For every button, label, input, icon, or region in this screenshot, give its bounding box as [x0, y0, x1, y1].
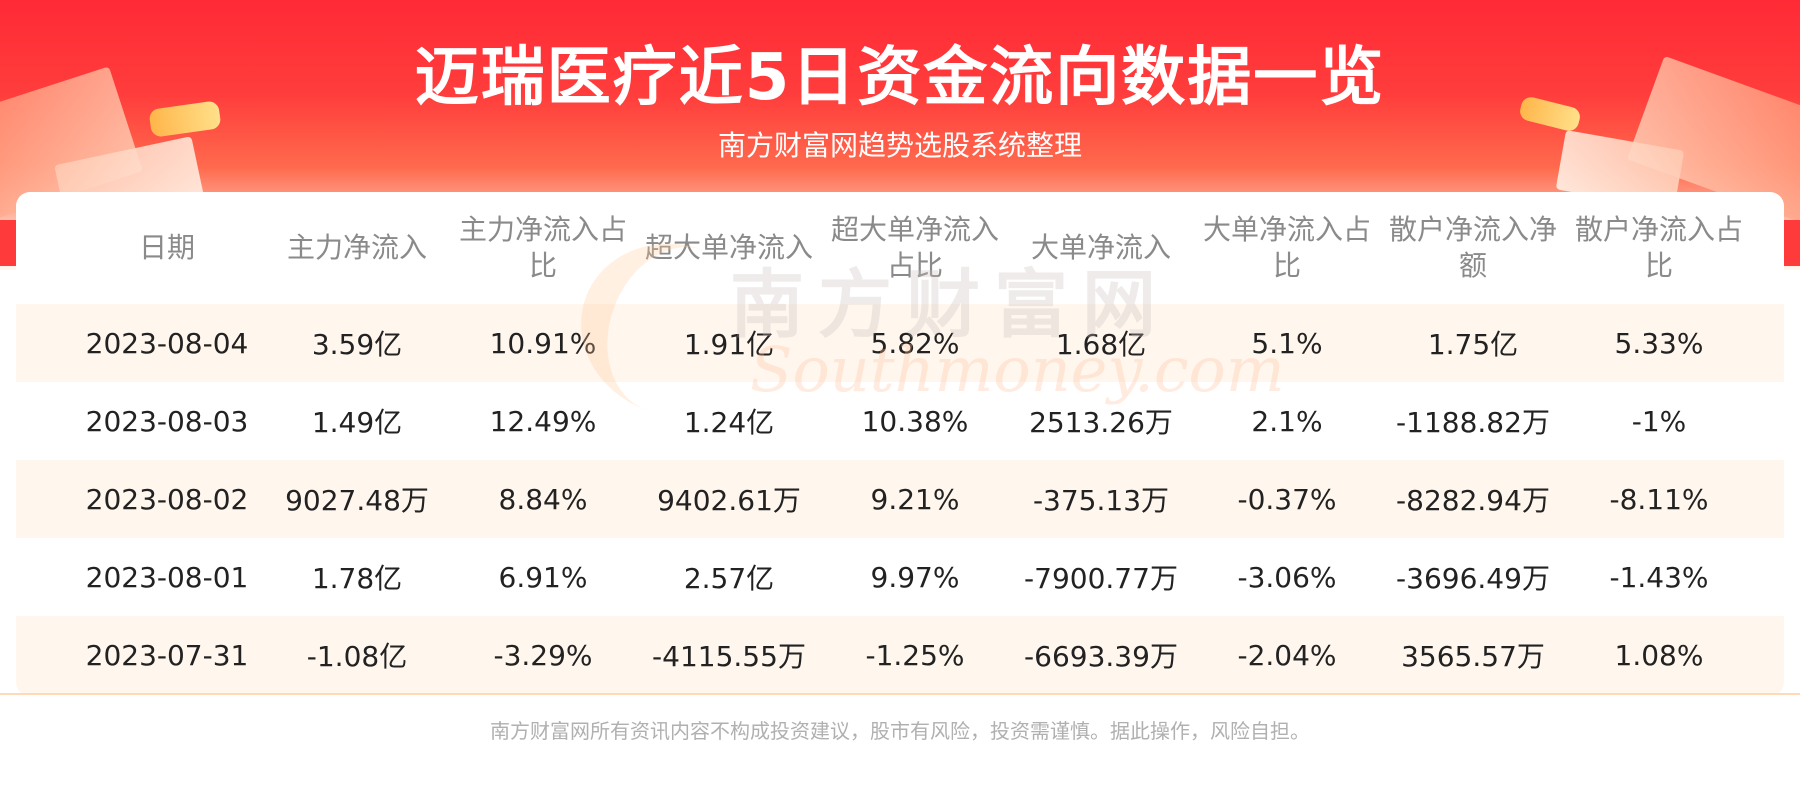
table-row: 2023-08-01 1.78亿 6.91% 2.57亿 9.97% -7900…	[16, 538, 1784, 616]
table-cell: 3565.57万	[1401, 640, 1545, 673]
table-cell: 8.84%	[498, 482, 588, 516]
table-cell: 10.38%	[861, 404, 969, 438]
column-header: 大单净流入	[1030, 231, 1171, 264]
column-header: 日期	[138, 231, 195, 264]
column-header: 超大单净流入	[644, 231, 813, 264]
table-row: 2023-08-03 1.49亿 12.49% 1.24亿 10.38% 251…	[16, 382, 1784, 460]
table-cell: 9027.48万	[285, 484, 429, 517]
page-title: 迈瑞医疗近5日资金流向数据一览	[414, 41, 1386, 115]
table-row: 2023-07-31 -1.08亿 -3.29% -4115.55万 -1.25…	[16, 616, 1784, 694]
table-cell: 6.91%	[498, 560, 588, 594]
table-cell: 3.59亿	[311, 328, 403, 361]
column-header: 大单净流入占比	[1202, 213, 1371, 282]
table-cell: 2023-08-04	[85, 326, 249, 360]
column-header: 散户净流入占比	[1574, 213, 1743, 282]
table-cell: -4115.55万	[652, 640, 806, 673]
table-cell: -7900.77万	[1024, 562, 1178, 595]
table-cell: -0.37%	[1237, 482, 1337, 516]
table-cell: -6693.39万	[1024, 640, 1178, 673]
table-cell: 12.49%	[489, 404, 597, 438]
table-cell: -3.29%	[493, 638, 593, 672]
column-header: 散户净流入净额	[1388, 213, 1557, 282]
table-cell: 1.78亿	[311, 562, 403, 595]
table-cell: 1.49亿	[311, 406, 403, 439]
table-cell: 2513.26万	[1029, 406, 1173, 439]
table-cell: 1.24亿	[683, 406, 775, 439]
table-cell: 2023-07-31	[85, 638, 249, 672]
table-cell: 5.33%	[1614, 326, 1704, 360]
table-cell: -8282.94万	[1396, 484, 1550, 517]
table-row: 2023-08-02 9027.48万 8.84% 9402.61万 9.21%…	[16, 460, 1784, 538]
table-cell: 2.57亿	[683, 562, 775, 595]
table-cell: 2023-08-02	[85, 482, 249, 516]
table-cell: 1.08%	[1614, 638, 1704, 672]
table-cell: -1188.82万	[1396, 406, 1550, 439]
table-cell: 2023-08-03	[85, 404, 249, 438]
divider	[0, 693, 1800, 695]
table-cell: -1.25%	[865, 638, 965, 672]
table-cell: 1.91亿	[683, 328, 775, 361]
table-header: 日期 主力净流入 主力净流入占比 超大单净流入 超大单净流入占比 大单净流入 大…	[16, 192, 1784, 304]
table-cell: 5.82%	[870, 326, 960, 360]
page-subtitle: 南方财富网趋势选股系统整理	[717, 129, 1082, 162]
table-row: 2023-08-04 3.59亿 10.91% 1.91亿 5.82% 1.68…	[16, 304, 1784, 382]
table-cell: -1%	[1631, 404, 1687, 438]
table-cell: -1.43%	[1609, 560, 1709, 594]
table-cell: 2023-08-01	[85, 560, 249, 594]
table-cell: 2.1%	[1251, 404, 1323, 438]
table-cell: -2.04%	[1237, 638, 1337, 672]
table-cell: 1.68亿	[1055, 328, 1147, 361]
column-header: 主力净流入占比	[458, 213, 627, 282]
data-table-card: 日期 主力净流入 主力净流入占比 超大单净流入 超大单净流入占比 大单净流入 大…	[16, 192, 1784, 696]
column-header: 超大单净流入占比	[830, 213, 999, 282]
table-cell: -8.11%	[1609, 482, 1709, 516]
table-cell: -3696.49万	[1396, 562, 1550, 595]
table-cell: 9402.61万	[657, 484, 801, 517]
table-cell: 5.1%	[1251, 326, 1323, 360]
table-cell: 9.97%	[870, 560, 960, 594]
table-cell: -375.13万	[1032, 484, 1170, 517]
table-cell: -1.08亿	[306, 640, 408, 673]
table-cell: 10.91%	[489, 326, 597, 360]
table-cell: 9.21%	[870, 482, 960, 516]
column-header: 主力净流入	[286, 231, 427, 264]
disclaimer-text: 南方财富网所有资讯内容不构成投资建议，股市有风险，投资需谨慎。据此操作，风险自担…	[490, 719, 1310, 743]
table-cell: 1.75亿	[1427, 328, 1519, 361]
table-cell: -3.06%	[1237, 560, 1337, 594]
